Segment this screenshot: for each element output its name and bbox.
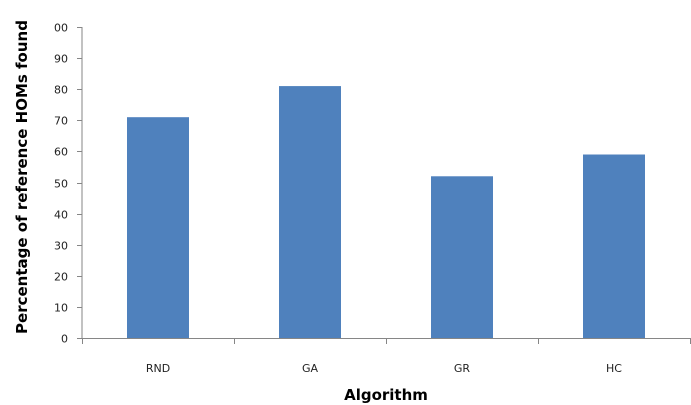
bar-hc [583,154,645,338]
bar-gr [431,176,493,338]
x-tick-label: GA [302,362,319,375]
x-axis [82,338,691,344]
y-tick-label: 70 [54,115,68,128]
y-tick-label: 20 [54,271,68,284]
y-tick-label: 50 [54,178,68,191]
bar-rnd [127,117,189,338]
y-tick-label: 00 [54,22,68,35]
y-axis: 0 10 20 30 40 50 60 70 80 90 00 [54,22,83,346]
x-tick-label: GR [454,362,471,375]
y-tick-label: 10 [54,302,68,315]
y-tick-label: 90 [54,53,68,66]
y-axis-title: Percentage of reference HOMs found [13,20,31,334]
x-tick-label: HC [606,362,622,375]
y-tick-label: 30 [54,240,68,253]
x-tick-label: RND [146,362,170,375]
y-tick-label: 60 [54,146,68,159]
x-axis-title: Algorithm [344,386,428,404]
y-tick-label: 80 [54,84,68,97]
bars [127,86,645,338]
x-tick-labels: RND GA GR HC [146,362,622,375]
y-tick-label: 0 [61,333,68,346]
y-tick-label: 40 [54,209,68,222]
bar-ga [279,86,341,338]
